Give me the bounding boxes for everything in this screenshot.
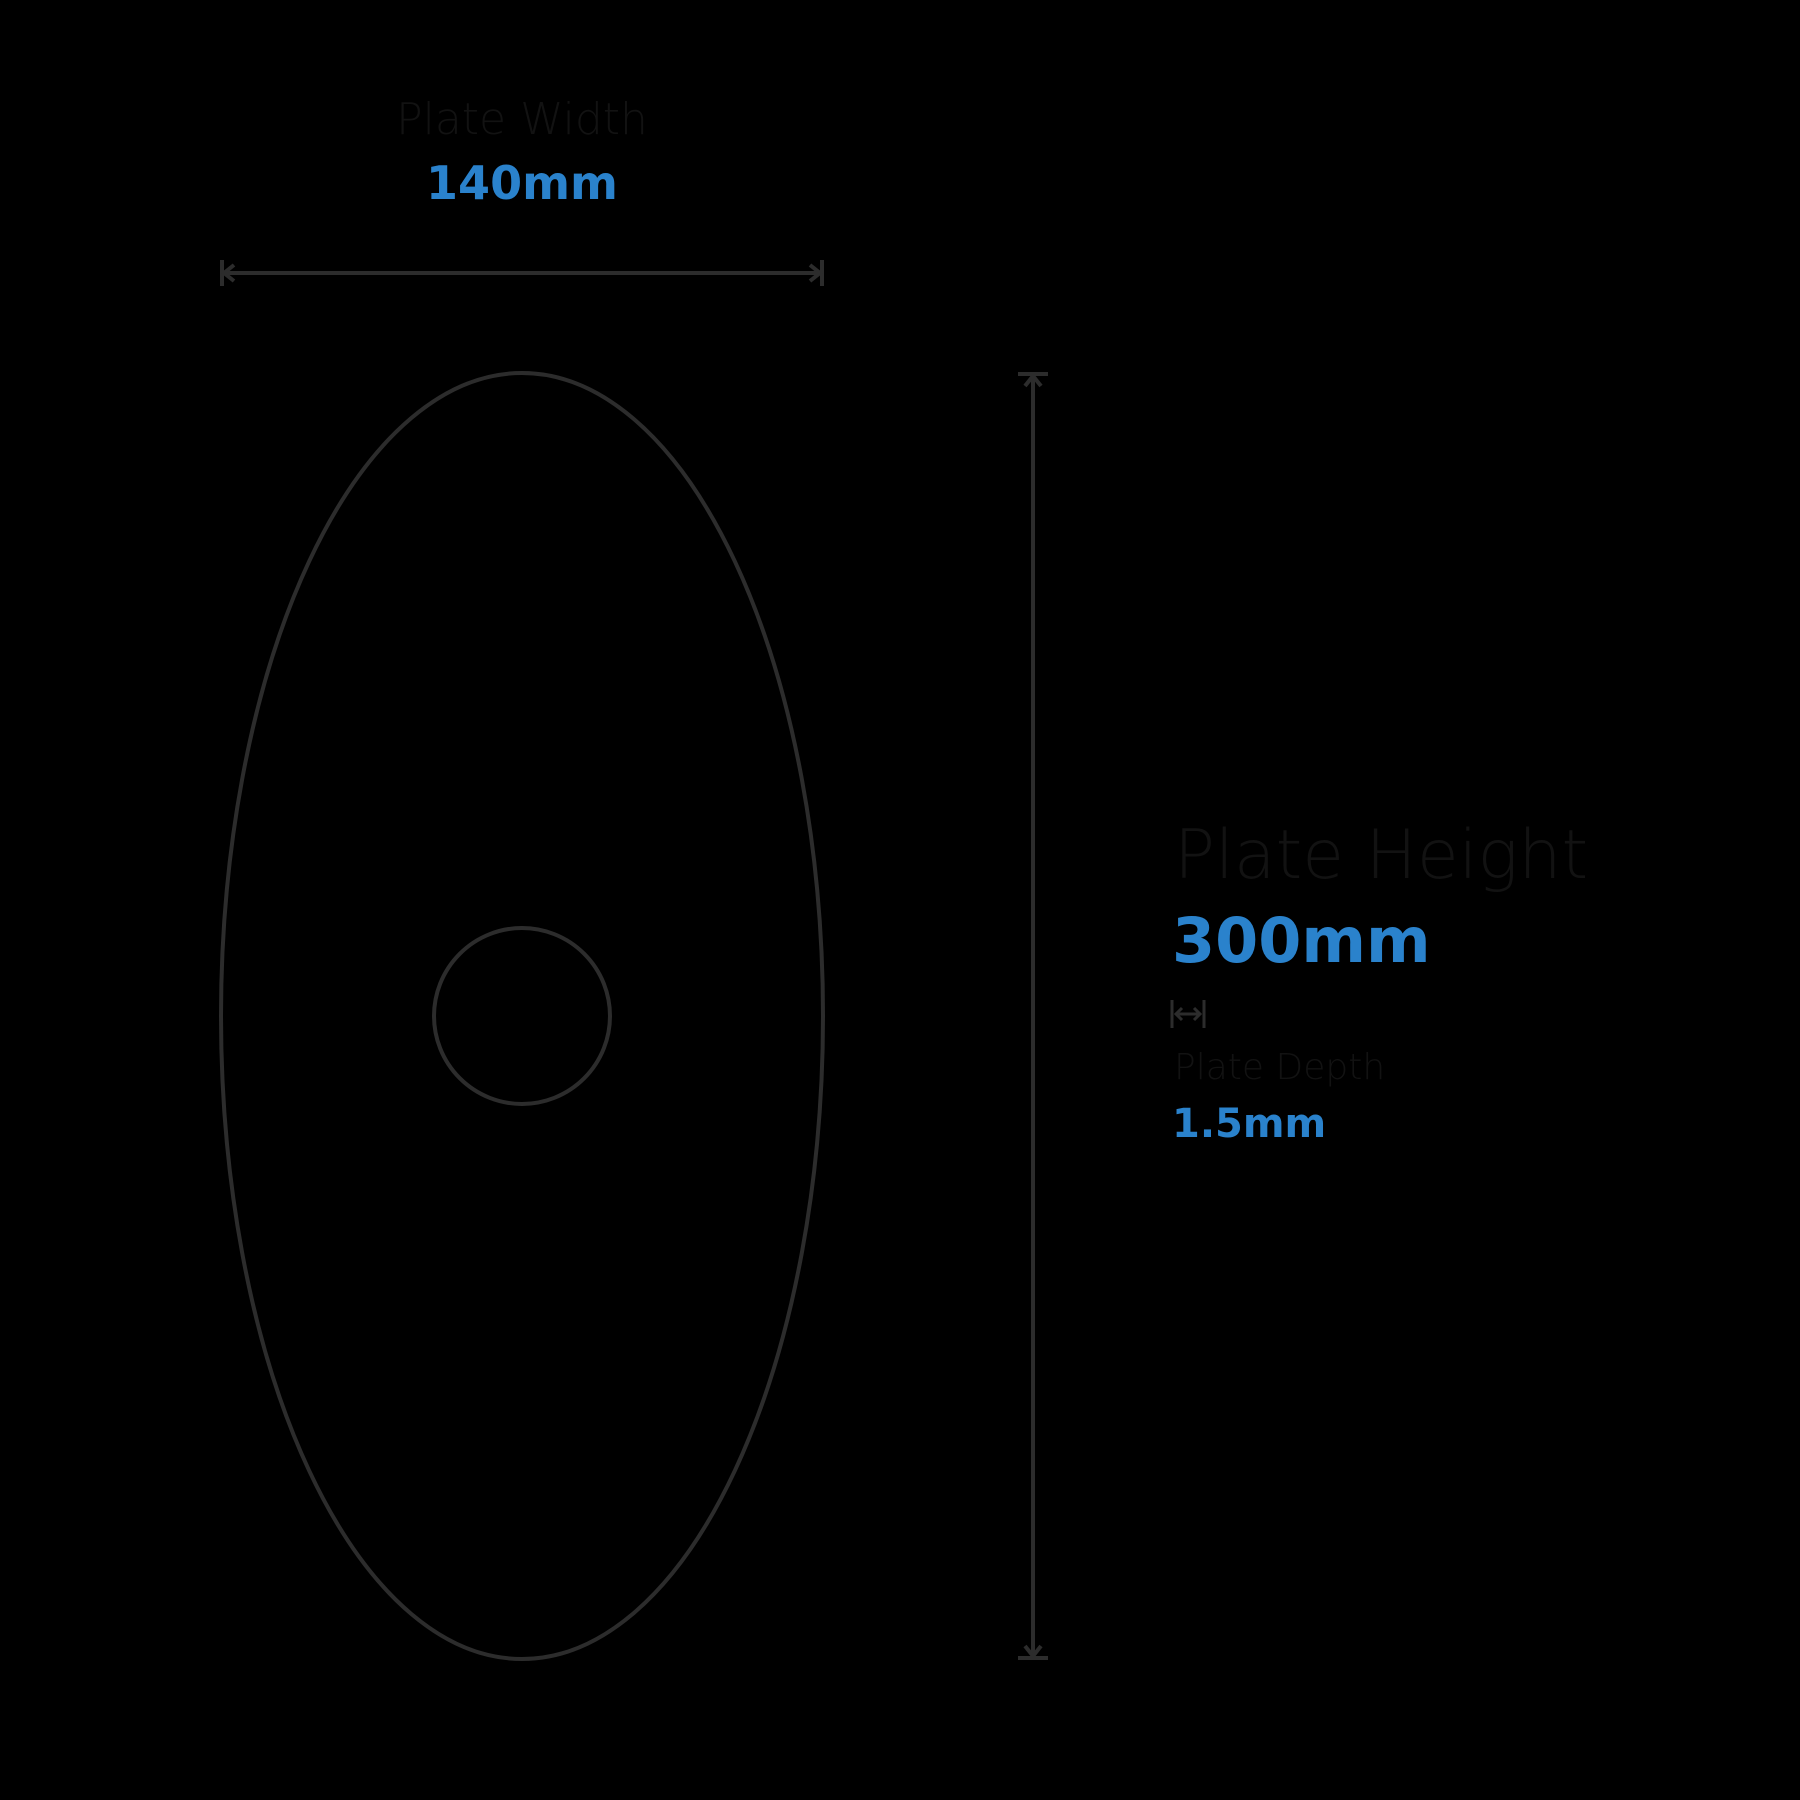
width-value: 140mm (426, 156, 618, 210)
double-arrow-icon (1170, 1000, 1206, 1028)
plate-outline (219, 371, 825, 1661)
width-dimension-arrow (220, 260, 824, 286)
height-dimension-arrow (1018, 372, 1048, 1660)
height-value: 300mm (1172, 904, 1431, 977)
height-label: Plate Height (1174, 816, 1589, 895)
center-hole (432, 926, 612, 1106)
depth-label: Plate Depth (1174, 1047, 1386, 1088)
width-label: Plate Width (396, 94, 648, 145)
depth-value: 1.5mm (1172, 1101, 1327, 1147)
